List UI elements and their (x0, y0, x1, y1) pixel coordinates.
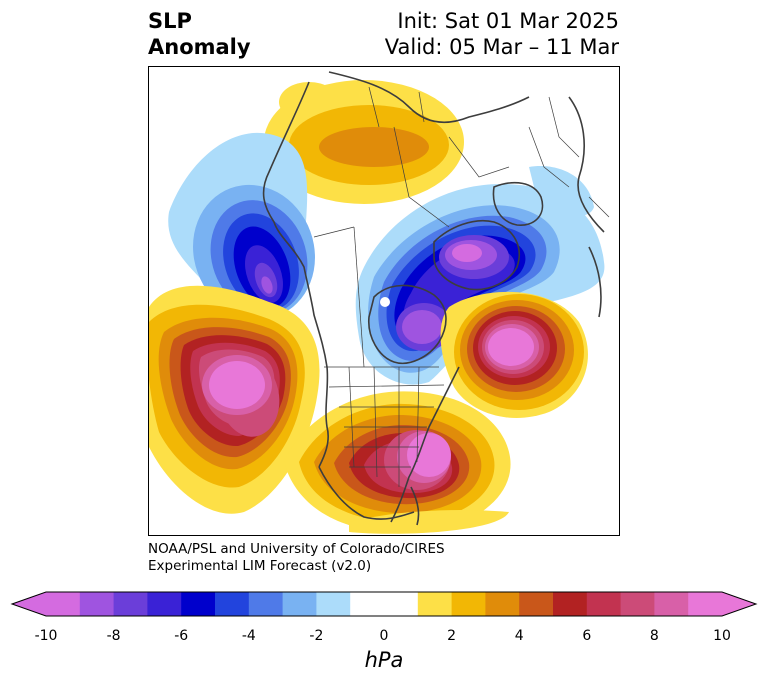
colorbar-cell (451, 592, 486, 616)
colorbar-cell (79, 592, 115, 616)
colorbar (10, 591, 758, 617)
colorbar-cell (620, 592, 655, 616)
colorbar-tick-label: 10 (713, 628, 731, 644)
colorbar-tick-label: -6 (174, 628, 189, 644)
borders (313, 86, 610, 487)
credit-line-2: Experimental LIM Forecast (v2.0) (148, 558, 372, 574)
anomaly-map (148, 66, 620, 536)
colorbar-cell (282, 592, 317, 616)
credit-line-1: NOAA/PSL and University of Colorado/CIRE… (148, 541, 445, 557)
colorbar-outline (10, 591, 758, 617)
atlantic-high-anomaly (440, 291, 588, 418)
colorbar-cells (46, 592, 723, 616)
colorbar-extend-low (12, 592, 46, 616)
colorbar-tick-label: 8 (649, 628, 659, 644)
gulf-fringe (349, 510, 509, 534)
colorbar-tick-label: -4 (241, 628, 256, 644)
colorbar-cell (586, 592, 622, 616)
colorbar-cell (350, 592, 385, 616)
colorbar-cell (113, 592, 148, 616)
colorbar-cell (519, 592, 554, 616)
map-canvas (149, 71, 610, 534)
forecast-dates: Init: Sat 01 Mar 2025 Valid: 05 Mar – 11… (385, 8, 619, 60)
pacific-high-anomaly (149, 285, 320, 514)
colorbar-cell (147, 592, 182, 616)
colorbar-tick-label: 0 (379, 628, 389, 644)
colorbar-cell (654, 592, 689, 616)
colorbar-cell (316, 592, 351, 616)
colorbar-tick-label: -2 (309, 628, 324, 644)
colorbar-extend-high (722, 592, 756, 616)
hudson-greenland-low-anomaly (355, 166, 605, 385)
credit-text: NOAA/PSL and University of Colorado/CIRE… (148, 541, 445, 575)
colorbar-cell (417, 592, 453, 616)
valid-range: Valid: 05 Mar – 11 Mar (384, 35, 619, 59)
north-pole-marker (380, 297, 390, 307)
colorbar-cell (688, 592, 723, 616)
colorbar-tick-label: 6 (582, 628, 592, 644)
colorbar-cell (384, 592, 419, 616)
eastern-us-high-anomaly (284, 391, 511, 533)
colorbar-cell (46, 592, 81, 616)
init-date: Init: Sat 01 Mar 2025 (397, 9, 619, 33)
colorbar-tick-label: -8 (106, 628, 121, 644)
coastlines (262, 71, 605, 526)
colorbar-cell (215, 592, 250, 616)
alaska-low-anomaly (168, 132, 315, 320)
map-title: SLP Anomaly (148, 8, 251, 60)
colorbar-tick-label: 4 (514, 628, 524, 644)
colorbar-tick-label: 2 (447, 628, 457, 644)
colorbar-cell (485, 592, 520, 616)
colorbar-cell (553, 592, 588, 616)
title-line-1: SLP (148, 9, 192, 33)
title-line-2: Anomaly (148, 35, 251, 59)
colorbar-cell (248, 592, 284, 616)
colorbar-units: hPa (364, 648, 404, 672)
colorbar-ticks: -10 -8 -6 -4 -2 0 2 4 6 8 10 (0, 628, 768, 648)
colorbar-tick-label: -10 (34, 628, 58, 644)
colorbar-cell (181, 592, 216, 616)
